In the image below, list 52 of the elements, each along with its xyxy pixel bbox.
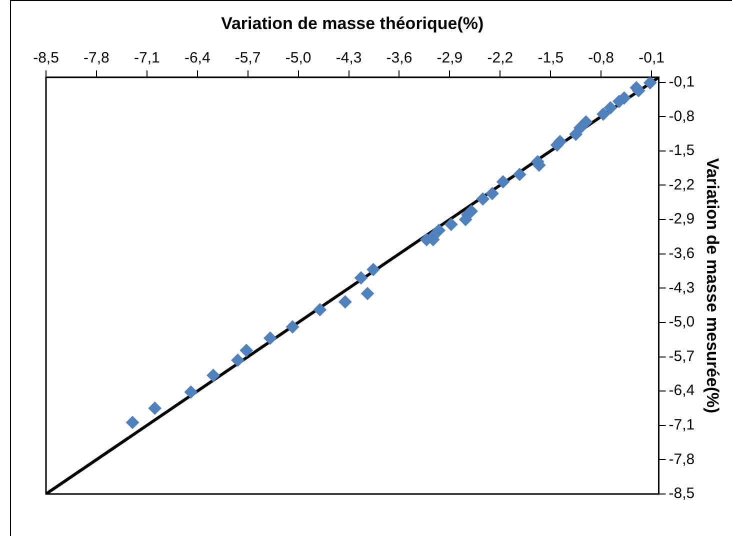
point — [338, 295, 352, 308]
x-tick-label: -0,1 — [638, 50, 664, 67]
point — [286, 320, 300, 334]
y-tick-label: -5,7 — [668, 348, 695, 365]
point — [206, 368, 220, 382]
point — [486, 187, 499, 200]
x-tick-label: -2,2 — [487, 50, 514, 67]
point — [444, 218, 458, 231]
y-tick-label: -2,9 — [668, 210, 695, 228]
point — [354, 271, 368, 284]
x-axis-title: Variation de masse théorique(%) — [221, 14, 484, 33]
x-tick-label: -7,1 — [134, 50, 160, 67]
x-tick-label: -2,9 — [436, 50, 463, 67]
x-tick-label: -5,7 — [234, 50, 261, 67]
point — [184, 386, 198, 399]
y-tick-label: -1,5 — [668, 142, 695, 160]
point — [596, 108, 610, 121]
point — [148, 402, 162, 415]
point — [361, 287, 374, 300]
point — [264, 332, 277, 345]
point — [496, 175, 510, 188]
point — [579, 116, 592, 128]
point — [231, 354, 244, 367]
x-tick-label: -3,6 — [386, 50, 412, 67]
y-tick-label: -2,2 — [668, 176, 695, 194]
y-tick-label: -6,4 — [668, 382, 695, 400]
y-tick-label: -0,8 — [668, 108, 695, 125]
y-axis-title: Variation de masse mesurée(%) — [703, 158, 722, 414]
point — [432, 224, 446, 237]
y-tick-label: -7,1 — [668, 416, 695, 434]
point — [604, 101, 617, 114]
point — [464, 204, 478, 218]
x-tick-label: -4,3 — [336, 50, 362, 67]
point — [240, 344, 253, 357]
y-tick-label: -5,0 — [668, 314, 695, 331]
point — [366, 263, 380, 276]
point — [513, 168, 526, 181]
y-tick-label: -7,8 — [668, 450, 695, 468]
x-tick-label: -7,8 — [84, 50, 110, 67]
y-tick-label: -4,3 — [668, 279, 695, 296]
x-tick-label: -8,5 — [33, 50, 59, 67]
y-tick-label: -3,6 — [668, 244, 695, 262]
x-tick-label: -0,8 — [588, 50, 614, 67]
y-tick-label: -8,5 — [668, 485, 695, 502]
point — [476, 192, 490, 206]
point — [644, 77, 657, 90]
x-tick-label: -5,0 — [285, 50, 312, 67]
point — [126, 416, 140, 429]
x-tick-label: -6,4 — [184, 50, 210, 67]
point — [313, 303, 326, 316]
x-tick-label: -1,5 — [538, 50, 564, 67]
y-tick-label: -0,1 — [668, 73, 695, 90]
